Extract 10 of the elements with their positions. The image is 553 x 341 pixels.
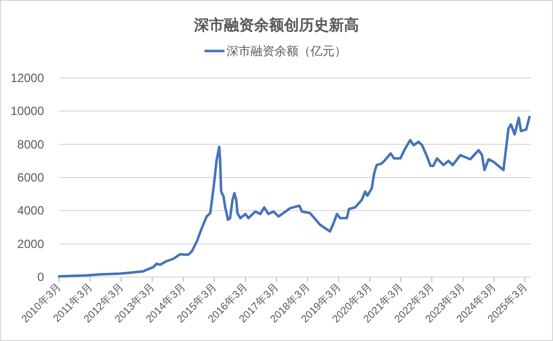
y-tick-label: 8000 (17, 137, 44, 152)
y-tick-label: 0 (37, 270, 44, 284)
y-tick-label: 4000 (17, 204, 44, 218)
chart-title: 深市融资余额创历史新高 (193, 16, 359, 34)
legend-label: 深市融资余额（亿元） (226, 44, 346, 58)
y-tick-label: 6000 (17, 170, 44, 184)
y-tick-label: 10000 (10, 104, 44, 118)
legend: 深市融资余额（亿元） (204, 44, 346, 58)
y-tick-label: 12000 (10, 71, 44, 85)
y-tick-label: 2000 (17, 236, 44, 251)
